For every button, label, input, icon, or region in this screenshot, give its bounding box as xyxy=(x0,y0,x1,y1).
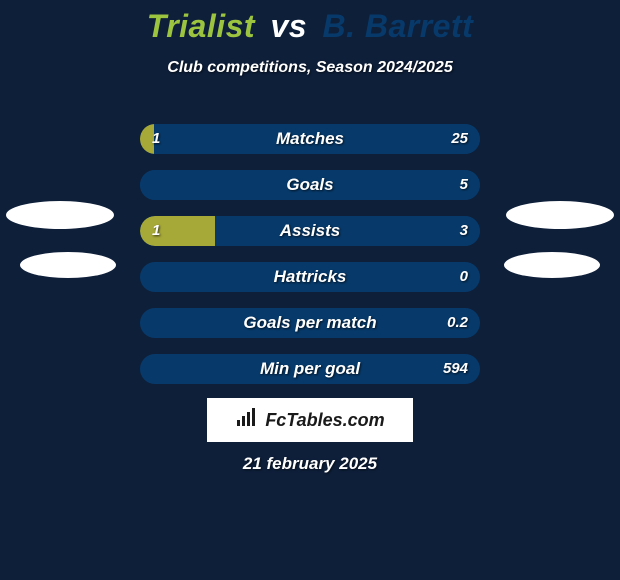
stat-row: 594Min per goal xyxy=(140,354,480,384)
brand-chart-icon xyxy=(235,406,259,435)
stat-rows: 125Matches 5Goals 13Assists 0Hattricks 0.2Go… xyxy=(140,124,480,400)
stat-value-right: 0.2 xyxy=(447,308,468,338)
stat-label: Min per goal xyxy=(140,354,480,384)
stat-fill-left xyxy=(140,124,154,154)
stat-label: Hattricks xyxy=(140,262,480,292)
date-text: 21 february 2025 xyxy=(0,454,620,474)
stat-fill-left xyxy=(140,216,215,246)
player1-badge-bottom xyxy=(20,252,116,278)
vs-text: vs xyxy=(270,8,307,44)
stat-fill-right xyxy=(222,124,480,154)
player1-badge-top xyxy=(6,201,114,229)
player2-badge-top xyxy=(506,201,614,229)
player2-badge-bottom xyxy=(504,252,600,278)
stat-value-right: 594 xyxy=(443,354,468,384)
player2-name: B. Barrett xyxy=(322,8,473,44)
brand-text: FcTables.com xyxy=(265,410,384,431)
brand-badge: FcTables.com xyxy=(207,398,413,442)
stat-fill-right xyxy=(140,170,480,200)
headline: Trialist vs B. Barrett xyxy=(0,0,620,45)
stat-row: 0.2Goals per match xyxy=(140,308,480,338)
stat-row: 0Hattricks xyxy=(140,262,480,292)
stat-row: 125Matches xyxy=(140,124,480,154)
comparison-infographic: Trialist vs B. Barrett Club competitions… xyxy=(0,0,620,580)
stat-row: 13Assists xyxy=(140,216,480,246)
subtitle: Club competitions, Season 2024/2025 xyxy=(0,59,620,77)
stat-row: 5Goals xyxy=(140,170,480,200)
stat-value-right: 0 xyxy=(460,262,468,292)
player1-name: Trialist xyxy=(147,8,255,44)
stat-label: Goals per match xyxy=(140,308,480,338)
stat-fill-right xyxy=(330,216,480,246)
